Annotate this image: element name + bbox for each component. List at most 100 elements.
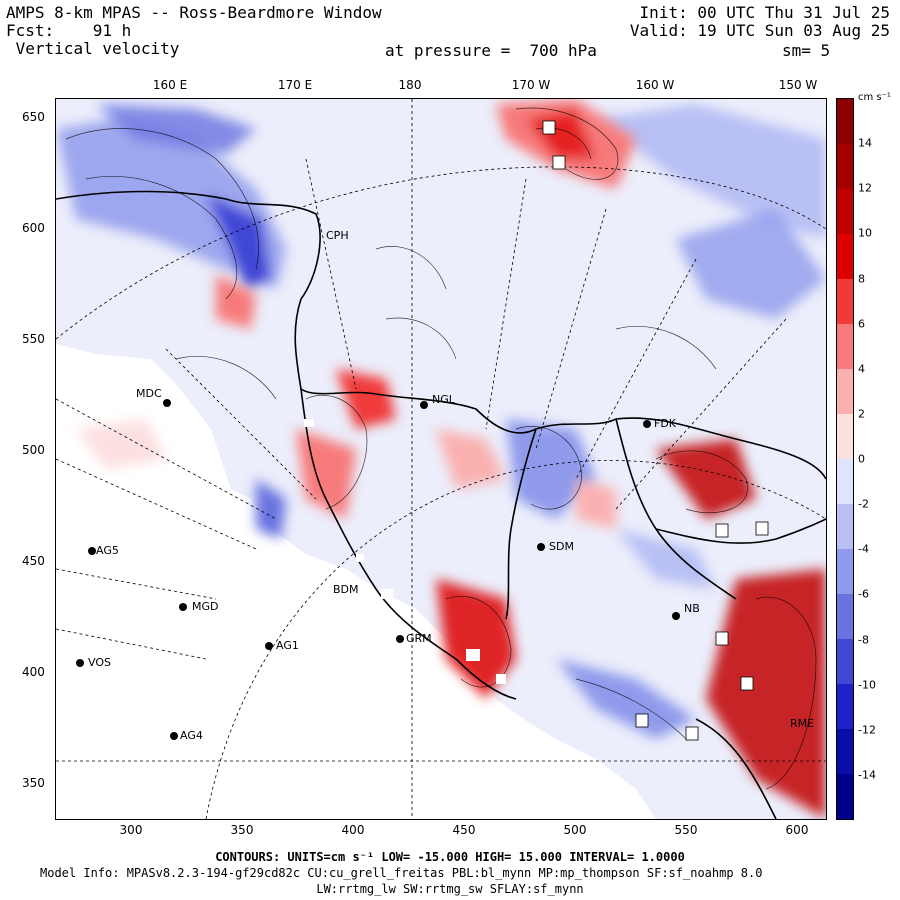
y-tick: 500: [22, 443, 45, 457]
model-title: AMPS 8-km MPAS -- Ross-Beardmore Window: [6, 3, 382, 22]
colorbar: [836, 98, 854, 820]
coastline: [56, 190, 826, 819]
colorbar-label: 12: [858, 181, 872, 195]
field-name: Vertical velocity: [15, 39, 180, 58]
lon-label: 170 W: [511, 78, 551, 92]
colorbar-band: [837, 594, 853, 640]
colorbar-label: 8: [858, 272, 865, 286]
lon-label: 160 E: [152, 78, 188, 92]
station-label: NGL: [432, 393, 455, 406]
header-left: AMPS 8-km MPAS -- Ross-Beardmore Window …: [6, 4, 382, 58]
station-label: MGD: [192, 600, 219, 613]
y-tick: 350: [22, 776, 45, 790]
contour-info: CONTOURS: UNITS=cm s⁻¹ LOW= -15.000 HIGH…: [215, 850, 685, 864]
colorbar-band: [837, 414, 853, 460]
colorbar-label: -12: [858, 723, 876, 737]
x-tick: 550: [674, 823, 698, 837]
station-label: NB: [684, 602, 700, 615]
x-tick: 300: [119, 823, 143, 837]
lon-label: 180: [398, 78, 422, 92]
colorbar-band: [837, 729, 853, 775]
station-marker: [163, 399, 171, 407]
colorbar-band: [837, 144, 853, 190]
y-tick: 450: [22, 554, 45, 568]
station-marker: [265, 642, 273, 650]
station-label: AG4: [180, 729, 203, 742]
colorbar-label: -4: [858, 542, 869, 556]
x-tick: 450: [452, 823, 476, 837]
colorbar-label: 10: [858, 226, 872, 240]
station-marker: [170, 732, 178, 740]
colorbar-band: [837, 99, 853, 145]
y-tick: 600: [22, 221, 45, 235]
header-right: Init: 00 UTC Thu 31 Jul 25 Valid: 19 UTC…: [630, 4, 890, 40]
contour-labels: [542, 120, 769, 741]
x-tick: 350: [230, 823, 254, 837]
colorbar-label: -10: [858, 678, 876, 692]
y-tick: 650: [22, 110, 45, 124]
colorbar-band: [837, 774, 853, 820]
colorbar-label: 4: [858, 362, 865, 376]
station-label: CPH: [326, 229, 349, 242]
station-label: AG1: [276, 639, 299, 652]
colorbar-band: [837, 324, 853, 370]
colorbar-label: 0: [858, 452, 865, 466]
map-panel: MDC AG5 MGD AG1 VOS AG4 NGL FDK SDM NB B…: [55, 98, 827, 820]
station-label: SDM: [549, 540, 574, 553]
station-label: VOS: [88, 656, 111, 669]
valid-time: Valid: 19 UTC Sun 03 Aug 25: [629, 21, 890, 40]
x-tick: 400: [341, 823, 365, 837]
no-data-region: [56, 344, 656, 819]
station-label: AG5: [96, 544, 119, 557]
lon-label: 150 W: [778, 78, 818, 92]
station-marker: [643, 420, 651, 428]
station-marker: [76, 659, 84, 667]
station-label: RME: [790, 717, 815, 730]
negative-velocity-areas: [56, 104, 826, 739]
colorbar-label: 14: [858, 136, 872, 150]
colorbar-label: 6: [858, 317, 865, 331]
lon-label: 160 W: [635, 78, 675, 92]
colorbar-units: cm s⁻¹: [858, 92, 891, 103]
colorbar-label: -14: [858, 768, 876, 782]
station-marker: [537, 543, 545, 551]
colorbar-label: -6: [858, 587, 869, 601]
colorbar-label: 2: [858, 407, 865, 421]
physics-info: LW:rrtmg_lw SW:rrtmg_sw SFLAY:sf_mynn: [316, 882, 584, 896]
station-label: FDK: [654, 417, 677, 430]
colorbar-band: [837, 459, 853, 505]
model-info: Model Info: MPASv8.2.3-194-gf29cd82c CU:…: [40, 866, 763, 880]
x-tick: 600: [785, 823, 809, 837]
station-marker: [420, 401, 428, 409]
x-tick: 500: [563, 823, 587, 837]
y-tick: 550: [22, 332, 45, 346]
vertical-velocity-map: [56, 99, 826, 819]
graticule: [56, 99, 826, 819]
colorbar-label: -2: [858, 497, 869, 511]
station-marker: [672, 612, 680, 620]
colorbar-band: [837, 369, 853, 415]
station-marker: [396, 635, 404, 643]
station-marker: [88, 547, 96, 555]
colorbar-band: [837, 234, 853, 280]
y-tick: 400: [22, 665, 45, 679]
colorbar-band: [837, 189, 853, 235]
station-label: MDC: [136, 387, 162, 400]
colorbar-label: -8: [858, 633, 869, 647]
station-label: GRM: [406, 632, 432, 645]
colorbar-band: [837, 639, 853, 685]
colorbar-band: [837, 504, 853, 550]
lon-label: 170 E: [277, 78, 313, 92]
forecast-label: Fcst:: [6, 21, 55, 40]
positive-velocity-areas: [76, 99, 826, 819]
masked-points: [304, 419, 506, 684]
colorbar-band: [837, 549, 853, 595]
colorbar-gradient: [837, 99, 853, 820]
colorbar-band: [837, 684, 853, 730]
init-time: Init: 00 UTC Thu 31 Jul 25: [639, 3, 890, 22]
forecast-hour: 91 h: [92, 21, 132, 40]
colorbar-band: [837, 279, 853, 325]
pressure-level: at pressure = 700 hPa: [385, 41, 597, 60]
station-label: BDM: [333, 583, 359, 596]
station-marker: [179, 603, 187, 611]
